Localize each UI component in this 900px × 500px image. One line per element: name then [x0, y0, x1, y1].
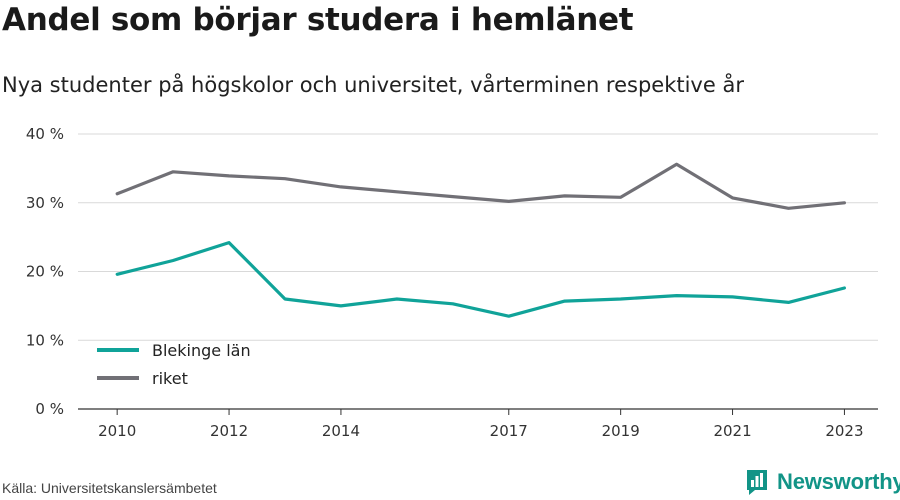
line-chart: 0 % 10 % 20 % 30 % 40 % 2010 2012 2014 2017 2019 2…: [0, 0, 900, 500]
source-note: Källa: Universitetskanslersämbetet: [2, 480, 217, 496]
series-lines: [117, 164, 844, 316]
x-tick-label: 2019: [602, 422, 640, 440]
y-tick-label: 10 %: [26, 331, 64, 349]
y-tick-label: 20 %: [26, 263, 64, 281]
series-line-blekinge: [117, 243, 844, 317]
brand-logo: Newsworthy: [745, 467, 900, 497]
legend-label: Blekinge län: [152, 341, 251, 360]
newsworthy-logo-icon: [745, 468, 769, 496]
x-tick-label: 2023: [825, 422, 863, 440]
x-tick-label: 2021: [713, 422, 751, 440]
axes: 0 % 10 % 20 % 30 % 40 % 2010 2012 2014 2017 2019 2…: [26, 125, 878, 440]
y-tick-label: 0 %: [35, 400, 64, 418]
y-tick-label: 40 %: [26, 125, 64, 143]
x-tick-label: 2014: [322, 422, 360, 440]
x-tick-label: 2010: [98, 422, 136, 440]
y-tick-label: 30 %: [26, 194, 64, 212]
legend: Blekinge län riket: [97, 341, 251, 388]
brand-name: Newsworthy: [777, 469, 900, 495]
x-tick-label: 2012: [210, 422, 248, 440]
series-line-riket: [117, 164, 844, 208]
x-tick-label: 2017: [490, 422, 528, 440]
legend-label: riket: [152, 369, 188, 388]
